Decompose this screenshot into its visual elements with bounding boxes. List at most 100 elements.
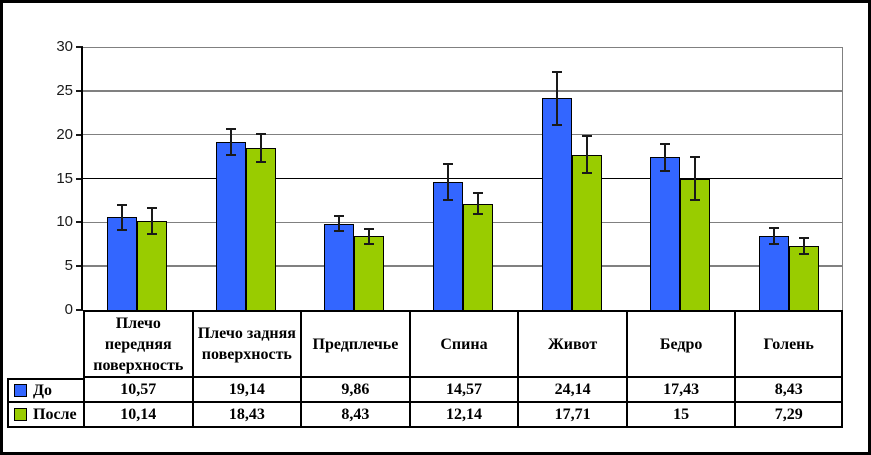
bar-after bbox=[354, 236, 385, 310]
legend-series-name: До bbox=[33, 381, 53, 399]
value-cell: 15 bbox=[625, 403, 735, 428]
value-cell: 10,57 bbox=[83, 378, 192, 403]
bar-before bbox=[541, 98, 572, 310]
bar-before bbox=[758, 236, 789, 310]
y-axis-tick-label: 20 bbox=[56, 125, 73, 143]
y-axis-tick-label: 10 bbox=[56, 213, 73, 231]
chart-stage: 30 25 20 15 10 5 0 Плечо передняя поверхность Пл… bbox=[3, 3, 868, 452]
error-bar-cap-top bbox=[551, 71, 562, 74]
value-cell: 10,14 bbox=[83, 403, 192, 428]
plot-area-right-border bbox=[842, 47, 843, 310]
y-axis-tick-mark bbox=[76, 221, 83, 224]
error-bar-cap-bottom bbox=[364, 242, 375, 245]
error-bar-cap-top bbox=[473, 192, 483, 195]
bar-before bbox=[324, 223, 355, 310]
y-axis-tick-mark bbox=[76, 177, 83, 180]
bar-before bbox=[215, 142, 246, 310]
error-bar-line bbox=[151, 208, 154, 234]
value-cell: 19,14 bbox=[191, 378, 301, 403]
error-bar-cap-top bbox=[768, 227, 779, 230]
error-bar-cap-bottom bbox=[768, 242, 779, 245]
y-gridline bbox=[83, 178, 843, 179]
error-bar-cap-top bbox=[117, 203, 128, 206]
error-bar-line bbox=[585, 136, 588, 174]
bar-before bbox=[433, 182, 463, 310]
y-axis-tick-mark bbox=[76, 265, 83, 268]
value-cell: 14,57 bbox=[408, 378, 518, 403]
bar-before bbox=[650, 157, 681, 310]
category-header-cell: Предплечье bbox=[300, 310, 409, 378]
error-bar-cap-bottom bbox=[581, 172, 592, 175]
y-axis-line bbox=[81, 47, 83, 310]
error-bar-line bbox=[121, 204, 124, 231]
value-cell: 17,71 bbox=[517, 403, 626, 428]
error-bar-cap-bottom bbox=[551, 123, 562, 126]
error-bar-cap-top bbox=[798, 237, 809, 240]
bar-after bbox=[571, 154, 602, 310]
error-bar-line bbox=[229, 129, 232, 156]
y-gridline bbox=[83, 46, 843, 48]
y-axis-tick-label: 0 bbox=[64, 301, 73, 318]
error-bar-cap-bottom bbox=[225, 154, 236, 157]
error-bar-cap-top bbox=[581, 135, 592, 138]
error-bar-line bbox=[338, 216, 341, 231]
error-bar-cap-bottom bbox=[690, 198, 701, 201]
error-bar-cap-top bbox=[690, 156, 701, 159]
y-axis-tick-mark bbox=[76, 46, 83, 48]
bar-after bbox=[137, 221, 168, 310]
error-bar-line bbox=[664, 143, 667, 171]
value-cell: 8,43 bbox=[734, 378, 843, 403]
value-cell: 9,86 bbox=[300, 378, 409, 403]
error-bar-cap-top bbox=[660, 142, 671, 145]
error-bar-cap-bottom bbox=[334, 230, 345, 232]
category-header-cell: Голень bbox=[734, 310, 843, 378]
error-bar-line bbox=[477, 193, 479, 214]
value-cell: 12,14 bbox=[408, 403, 518, 428]
error-bar-cap-bottom bbox=[473, 212, 483, 215]
error-bar-cap-bottom bbox=[117, 229, 128, 232]
legend-swatch-after bbox=[14, 408, 27, 421]
category-header-cell: Спина bbox=[408, 310, 518, 378]
error-bar-cap-bottom bbox=[660, 169, 671, 172]
error-bar-cap-top bbox=[334, 215, 345, 218]
error-bar-cap-bottom bbox=[147, 232, 158, 235]
error-bar-cap-bottom bbox=[443, 199, 453, 202]
error-bar-line bbox=[368, 228, 371, 244]
bar-after bbox=[463, 203, 493, 310]
value-cell: 17,43 bbox=[625, 378, 735, 403]
error-bar-line bbox=[772, 228, 775, 244]
y-gridline bbox=[83, 89, 843, 92]
error-bar-line bbox=[259, 134, 262, 163]
y-axis-tick-label: 15 bbox=[56, 169, 73, 187]
category-header-cell: Плечо задняя поверхность bbox=[191, 310, 301, 378]
y-axis-tick-label: 5 bbox=[64, 257, 73, 275]
legend-swatch-before bbox=[14, 384, 27, 397]
legend-row-after: После bbox=[7, 403, 83, 428]
y-gridline bbox=[83, 134, 843, 136]
bar-after bbox=[245, 148, 276, 310]
value-cell: 7,29 bbox=[734, 403, 843, 428]
error-bar-cap-top bbox=[364, 227, 375, 230]
legend-row-before: До bbox=[7, 378, 83, 403]
bar-before bbox=[107, 217, 138, 310]
y-axis-tick-mark bbox=[76, 309, 83, 311]
y-axis-tick-label: 30 bbox=[56, 38, 73, 55]
error-bar-cap-top bbox=[147, 207, 158, 210]
y-axis-tick-mark bbox=[76, 133, 83, 136]
error-bar-line bbox=[447, 164, 449, 201]
error-bar-cap-bottom bbox=[798, 252, 809, 255]
value-cell: 24,14 bbox=[517, 378, 626, 403]
value-cell: 8,43 bbox=[300, 403, 409, 428]
bar-after bbox=[788, 246, 819, 310]
category-header-cell: Плечо передняя поверхность bbox=[83, 310, 192, 378]
error-bar-cap-top bbox=[225, 128, 236, 131]
error-bar-line bbox=[694, 157, 697, 200]
y-axis-tick-label: 25 bbox=[56, 81, 73, 99]
error-bar-cap-bottom bbox=[255, 161, 266, 164]
legend-series-name: После bbox=[33, 405, 77, 423]
category-header-cell: Бедро bbox=[625, 310, 735, 378]
error-bar-cap-top bbox=[255, 133, 266, 136]
error-bar-cap-top bbox=[443, 163, 453, 166]
error-bar-line bbox=[555, 72, 558, 125]
